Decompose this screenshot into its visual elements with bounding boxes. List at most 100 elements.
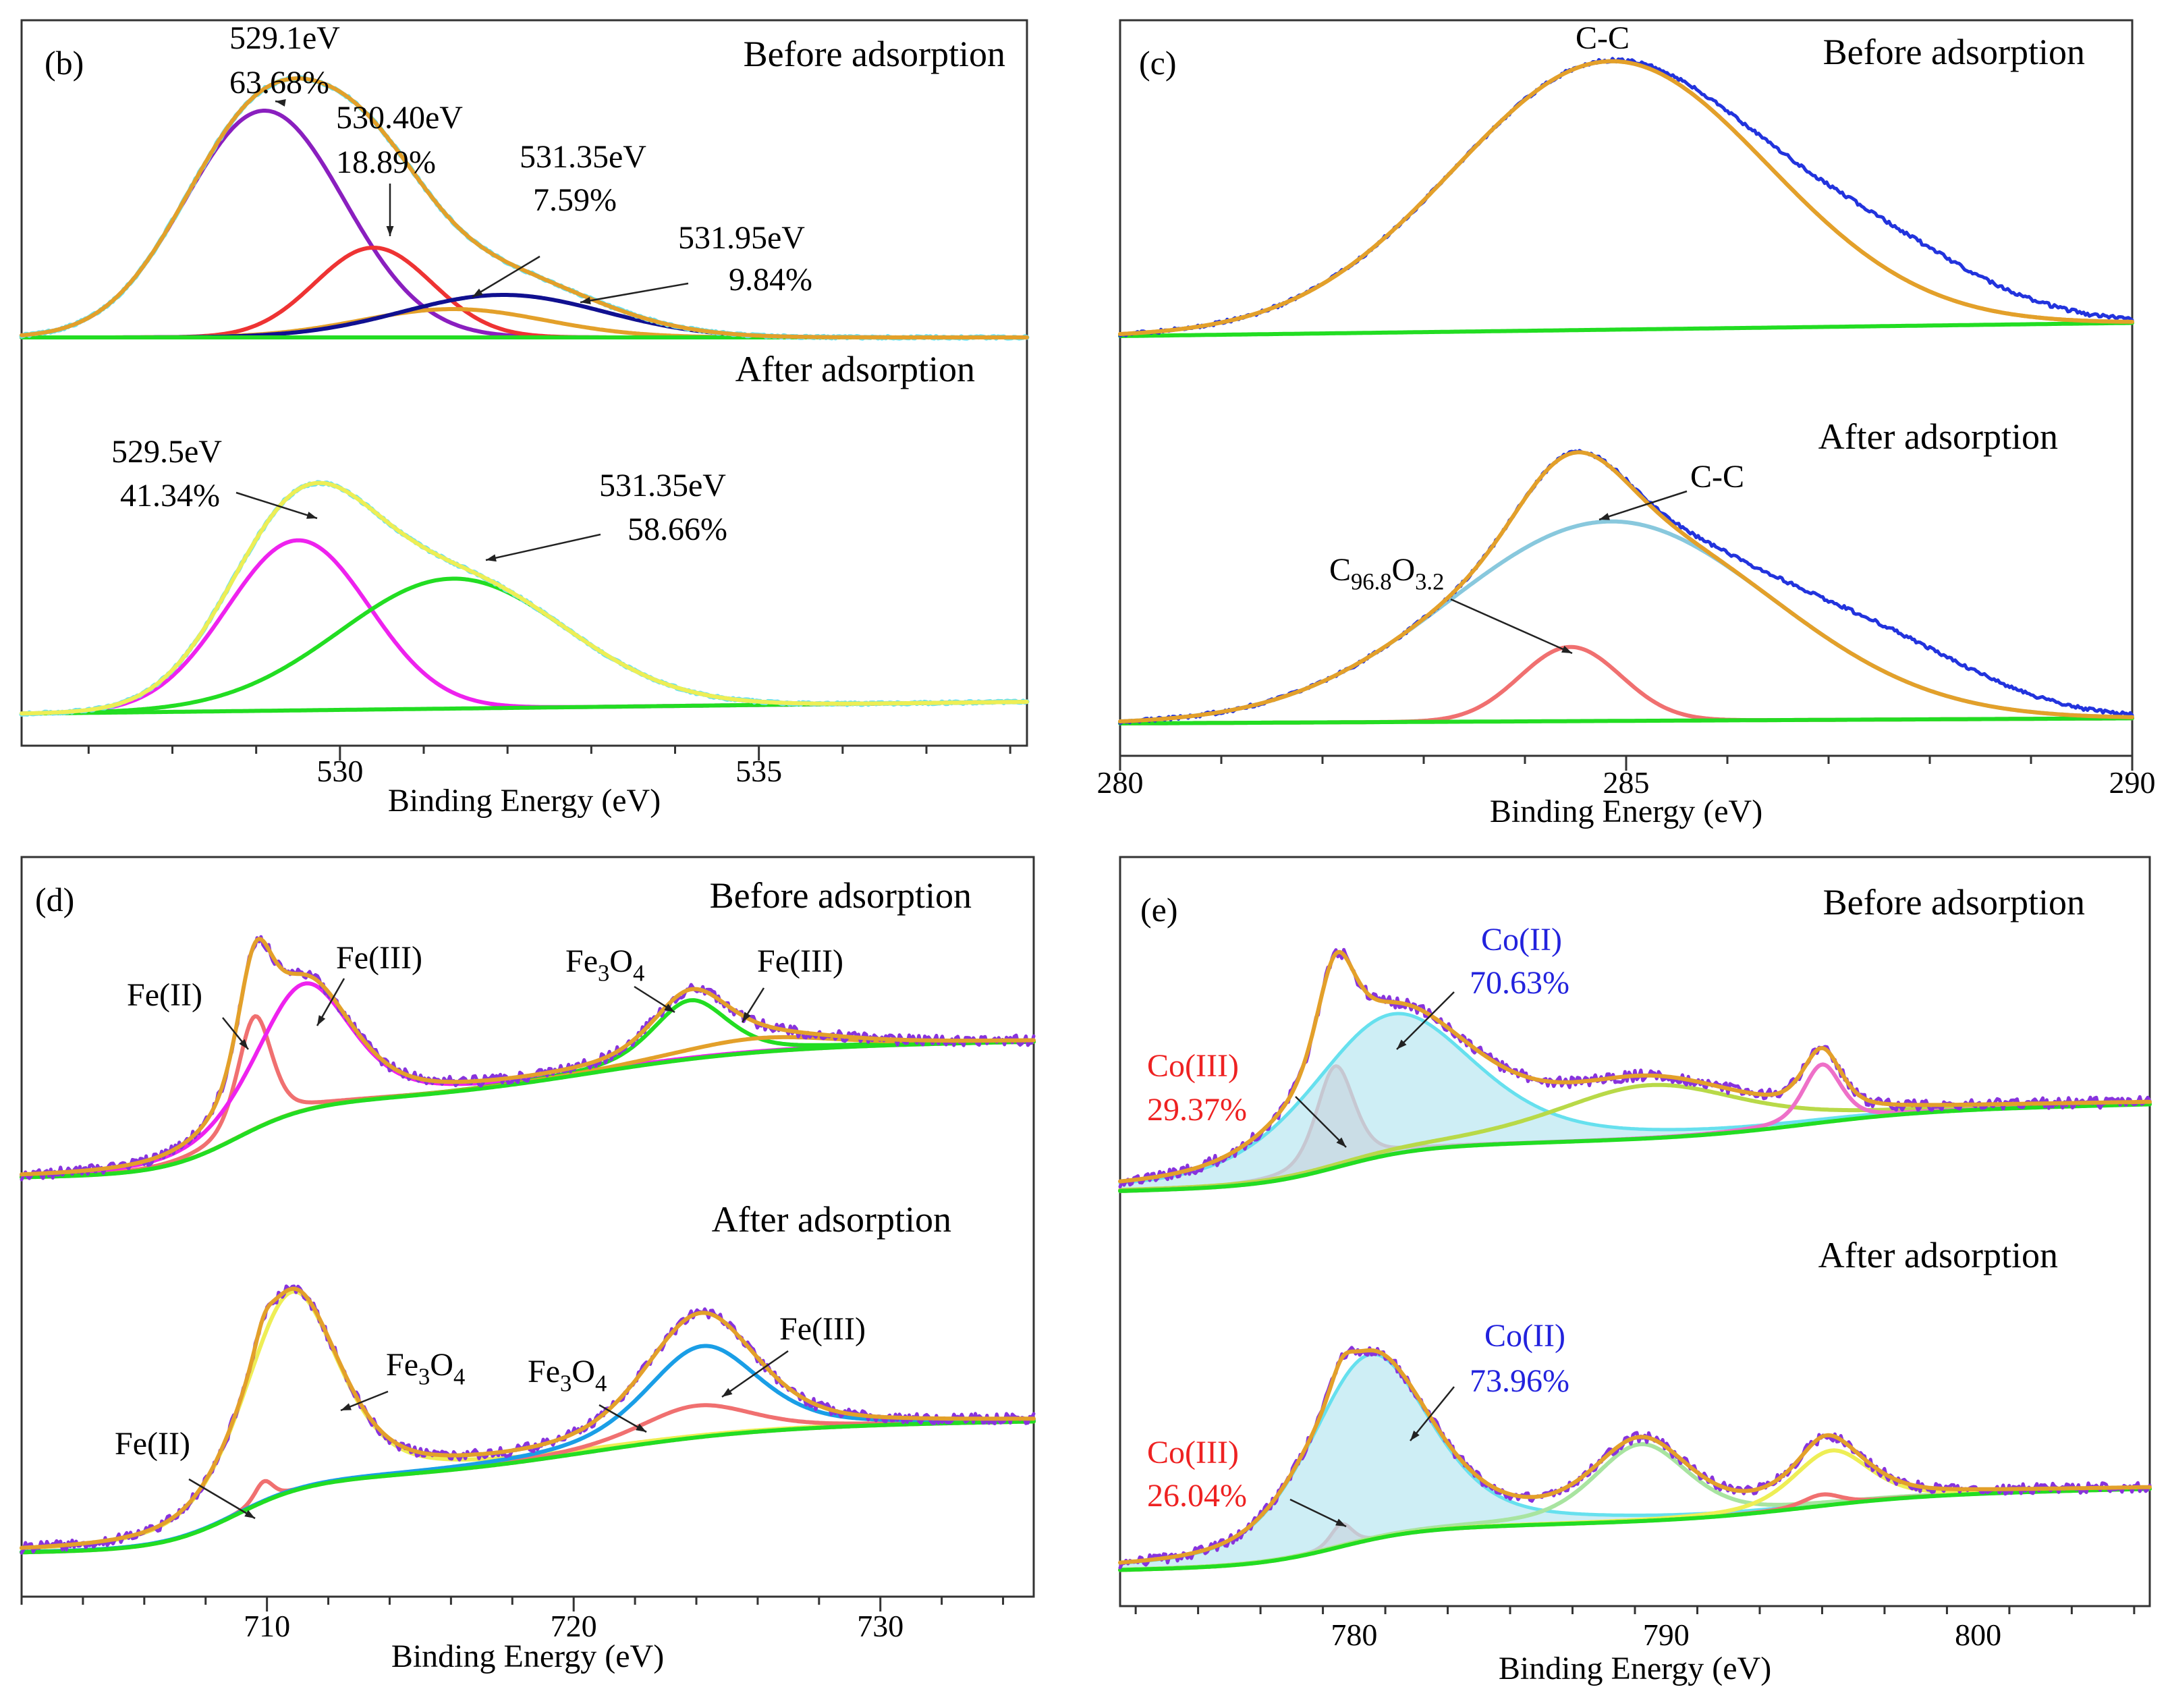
annotations-d-after: Fe(II) Fe3O4 Fe3O4 Fe(III) <box>115 1311 866 1520</box>
peak-label: 529.1eV <box>229 20 340 56</box>
peak-percentage: 26.04% <box>1147 1478 1247 1514</box>
arrow-head <box>1397 1039 1407 1049</box>
x-tick-label: 720 <box>551 1609 597 1643</box>
annotations-e-before: Co(III) 29.37% Co(II) 70.63% <box>1147 922 1569 1148</box>
peak-label: 531.35eV <box>520 139 646 175</box>
component-peak <box>20 1035 1036 1180</box>
annotation-arrow <box>485 533 601 561</box>
arrow-head <box>1336 1137 1346 1147</box>
arrow-head <box>1335 1518 1346 1526</box>
fitted-envelope <box>20 480 1029 716</box>
annotations-d-before: Fe(II) Fe(III) Fe3O4 Fe(III) <box>127 940 843 1050</box>
annotation-arrow <box>472 255 540 298</box>
arrow-head <box>580 297 591 304</box>
arrow-head <box>386 225 394 236</box>
annotations-c-after: C-C C96.8O3.2 <box>1329 459 1744 655</box>
background-line <box>1118 321 2134 338</box>
annotation-arrow <box>1396 991 1455 1050</box>
peak-label: Fe3O4 <box>386 1347 465 1389</box>
x-axis-label: Binding Energy (eV) <box>1490 794 1762 829</box>
x-axis-label: Binding Energy (eV) <box>391 1638 664 1674</box>
peak-label: Fe3O4 <box>528 1354 607 1396</box>
x-tick-label: 790 <box>1643 1618 1690 1652</box>
component-peak <box>1118 644 2134 725</box>
peak-label: Co(II) <box>1484 1318 1565 1354</box>
annotation-arrow <box>1295 1096 1347 1148</box>
peak-label: Fe(III) <box>336 940 422 976</box>
x-tick-label: 800 <box>1955 1618 2001 1652</box>
panel-label: (e) <box>1140 891 1178 929</box>
annotation-arrow <box>188 1478 256 1520</box>
background-line <box>20 1419 1036 1555</box>
arrow-head <box>341 1403 352 1410</box>
arrow-head <box>742 1012 751 1022</box>
title-after-adsorption: After adsorption <box>1818 1235 2058 1275</box>
fitted-envelope <box>1118 59 2134 336</box>
component-peak-fill <box>1120 1014 2150 1191</box>
arrow-head <box>244 1510 255 1518</box>
annotation-arrow <box>1410 1386 1455 1441</box>
peak-label: 529.5eV <box>111 434 222 470</box>
title-after-adsorption: After adsorption <box>712 1199 951 1240</box>
fitted-envelope <box>20 76 1029 339</box>
x-tick-label: 285 <box>1603 765 1650 800</box>
x-tick-label: 535 <box>735 754 782 788</box>
component-peak <box>1118 1082 2152 1192</box>
peak-percentage: 29.37% <box>1147 1092 1247 1128</box>
annotations-c-before: C-C <box>1576 20 1630 56</box>
peak-label: Fe(II) <box>127 977 202 1013</box>
annotation-arrow <box>1598 490 1688 521</box>
x-axis-label: Binding Energy (eV) <box>1499 1651 1771 1686</box>
arrow-head <box>1599 513 1610 520</box>
x-tick-label: 530 <box>316 754 363 788</box>
x-axis-label: Binding Energy (eV) <box>388 783 661 819</box>
x-tick-label: 710 <box>244 1609 290 1643</box>
peak-label: Co(III) <box>1147 1435 1239 1470</box>
arrow-head <box>722 1387 733 1397</box>
arrow-head <box>486 554 497 562</box>
background-line <box>1118 716 2134 725</box>
peak-percentage: 7.59% <box>533 182 617 218</box>
background-line <box>20 1039 1036 1180</box>
fitted-envelope <box>20 1286 1036 1550</box>
component-peak <box>1118 59 2134 336</box>
peak-label: C96.8O3.2 <box>1329 552 1444 595</box>
raw-spectrum <box>19 75 1030 341</box>
spectrum-before <box>20 935 1036 1182</box>
peak-percentage: 63.68% <box>229 65 329 101</box>
arrow-head <box>239 1039 248 1049</box>
arrow-head <box>306 512 317 519</box>
peak-label: 530.40eV <box>336 100 463 136</box>
peak-label: Fe3O4 <box>565 943 644 986</box>
panel-frame <box>1119 19 2134 757</box>
annotations-b-before: 529.1eV 63.68%530.40eV 18.89% 531.35eV 7.59%… <box>229 20 812 304</box>
peak-label: Fe(III) <box>757 943 843 979</box>
spectrum-after <box>1118 449 2134 725</box>
arrow-head <box>1410 1430 1420 1441</box>
panel-label: (b) <box>45 44 84 82</box>
fitted-envelope <box>20 937 1036 1177</box>
title-after-adsorption: After adsorption <box>1818 416 2058 457</box>
title-before-adsorption: Before adsorption <box>744 34 1005 74</box>
annotation-arrow <box>580 282 689 304</box>
title-before-adsorption: Before adsorption <box>710 875 972 916</box>
component-peak-fill <box>1120 1354 2150 1570</box>
panel-c: 280 285 290 Binding Energy (eV) (c) Before ad… <box>1097 19 2156 829</box>
component-peak <box>20 246 1029 339</box>
arrow-head <box>1561 645 1572 653</box>
peak-label: 531.35eV <box>599 468 726 503</box>
component-peak <box>1118 519 2134 723</box>
panel-e: 780 790 800 Binding Energy (eV) (e) Before ad… <box>1118 856 2152 1686</box>
component-peak <box>20 538 1029 716</box>
annotations-b-after: 529.5eV 41.34% 531.35eV 58.66% <box>111 434 727 562</box>
spectrum-before <box>1118 57 2134 338</box>
peak-label: Fe(II) <box>115 1426 190 1462</box>
title-before-adsorption: Before adsorption <box>1823 882 2085 922</box>
annotation-arrow <box>235 491 318 520</box>
spectrum-after <box>1118 1346 2152 1572</box>
panel-frame <box>20 856 1035 1598</box>
peak-label: C-C <box>1690 459 1744 495</box>
spectrum-after <box>19 480 1030 717</box>
annotations-e-after: Co(III) 26.04% Co(II) 73.96% <box>1147 1318 1569 1528</box>
